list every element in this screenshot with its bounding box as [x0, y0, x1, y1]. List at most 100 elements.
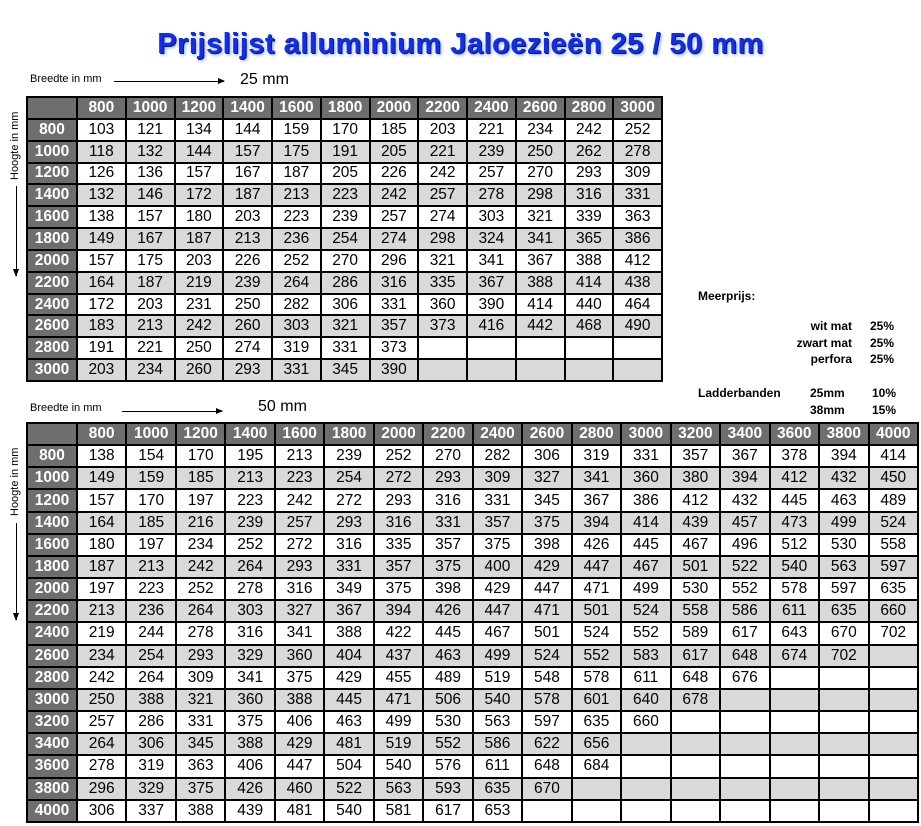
price-cell: 164	[76, 270, 127, 295]
price-cell: 316	[422, 488, 474, 513]
price-cell: 489	[422, 665, 474, 690]
price-cell: 504	[323, 754, 375, 779]
price-cell: 242	[75, 665, 128, 690]
price-cell: 643	[768, 621, 821, 646]
price-cell	[867, 710, 919, 735]
price-cell	[570, 776, 623, 801]
price-cell: 506	[422, 687, 474, 713]
column-header-width: 4000	[867, 421, 919, 447]
price-cell: 274	[222, 336, 273, 361]
price-cell: 213	[271, 183, 322, 208]
price-cell	[669, 732, 722, 757]
table-row: 2000 197 223 252 278 316 349 375 398 429 447 471 499…	[26, 577, 919, 602]
price-cell: 481	[273, 798, 326, 824]
price-cell: 221	[417, 139, 468, 164]
price-cell: 149	[75, 466, 128, 491]
price-cell	[768, 732, 821, 757]
price-cell: 274	[368, 227, 420, 251]
price-cell: 373	[368, 336, 420, 361]
price-cell	[669, 776, 722, 801]
price-cell: 360	[417, 292, 468, 317]
price-cell: 272	[323, 488, 375, 513]
price-cell: 195	[224, 444, 276, 469]
price-cell	[867, 798, 919, 824]
price-cell: 213	[75, 599, 128, 624]
price-cell: 467	[669, 532, 722, 557]
price-cell	[514, 358, 566, 382]
price-cell: 187	[75, 554, 128, 580]
price-cell	[612, 336, 663, 361]
price-cell: 522	[719, 554, 771, 580]
price-cell: 254	[319, 227, 371, 251]
price-cell: 375	[521, 510, 573, 535]
price-cell: 386	[620, 488, 672, 513]
price-cell: 242	[174, 554, 227, 580]
price-cell: 242	[273, 488, 326, 513]
price-cell: 464	[612, 292, 663, 317]
price-cell	[768, 710, 821, 735]
price-cell: 337	[125, 798, 177, 824]
price-cell: 611	[471, 754, 524, 779]
price-cell	[867, 754, 919, 779]
price-cell: 293	[323, 510, 375, 535]
table-row: 3600 278 319 363 406 447 504 540 576 611 648 684	[26, 754, 919, 779]
price-cell	[768, 776, 821, 801]
column-header-width: 2000	[372, 421, 425, 447]
price-cell	[669, 754, 722, 779]
price-cell: 429	[521, 554, 573, 580]
price-cell: 635	[570, 710, 623, 735]
width-arrow-icon	[114, 78, 225, 84]
price-cell: 293	[273, 554, 326, 580]
price-cell: 437	[372, 643, 425, 668]
price-cell: 303	[466, 205, 517, 230]
price-cell: 617	[669, 643, 722, 668]
price-cell	[466, 358, 517, 382]
row-header-height: 2600	[26, 314, 78, 339]
row-header-height: 1600	[26, 205, 78, 230]
price-cell: 438	[612, 270, 663, 295]
table-row: 3400 264 306 345 388 429 481 519 552 586 622 656	[26, 732, 919, 757]
price-cell: 309	[174, 665, 227, 690]
price-cell: 213	[125, 554, 177, 580]
price-cell: 447	[570, 554, 623, 580]
price-cell: 501	[521, 621, 573, 646]
table-row: 800 103 121 134 144 159 170 185 203 221 234 242 252	[26, 117, 663, 142]
price-cell	[570, 798, 623, 824]
price-cell: 197	[125, 532, 177, 557]
price-cell: 223	[273, 466, 326, 491]
surcharge-label: perfora	[810, 352, 852, 366]
price-cell	[514, 336, 566, 361]
row-header-height: 4000	[26, 798, 78, 824]
price-cell: 375	[471, 532, 524, 557]
price-cell: 380	[669, 466, 722, 491]
price-cell: 164	[75, 510, 128, 535]
price-cell: 293	[563, 161, 615, 186]
price-cell: 234	[75, 643, 128, 668]
price-cell: 540	[372, 754, 425, 779]
price-cell: 203	[124, 292, 176, 317]
column-header-width: 1600	[271, 96, 322, 120]
table-row: 3000 203 234 260 293 331 345 390	[26, 358, 663, 382]
price-cell: 398	[422, 577, 474, 602]
price-cell: 121	[124, 117, 176, 142]
price-cell: 213	[222, 227, 273, 251]
price-cell: 138	[75, 444, 128, 469]
price-cell: 296	[368, 248, 420, 273]
price-cell: 563	[471, 710, 524, 735]
price-cell: 593	[422, 776, 474, 801]
price-cell: 648	[719, 643, 771, 668]
column-header-width: 1000	[124, 96, 176, 120]
price-cell: 597	[818, 577, 870, 602]
price-cell: 319	[271, 336, 322, 361]
price-cell: 329	[125, 776, 177, 801]
price-cell	[867, 665, 919, 690]
price-cell: 239	[319, 205, 371, 230]
price-cell: 274	[417, 205, 468, 230]
price-cell: 375	[174, 776, 227, 801]
price-cell: 432	[818, 466, 870, 491]
price-cell: 406	[273, 710, 326, 735]
price-cell: 394	[818, 444, 870, 469]
price-cell	[818, 665, 870, 690]
price-cell	[768, 798, 821, 824]
price-cell: 157	[124, 205, 176, 230]
